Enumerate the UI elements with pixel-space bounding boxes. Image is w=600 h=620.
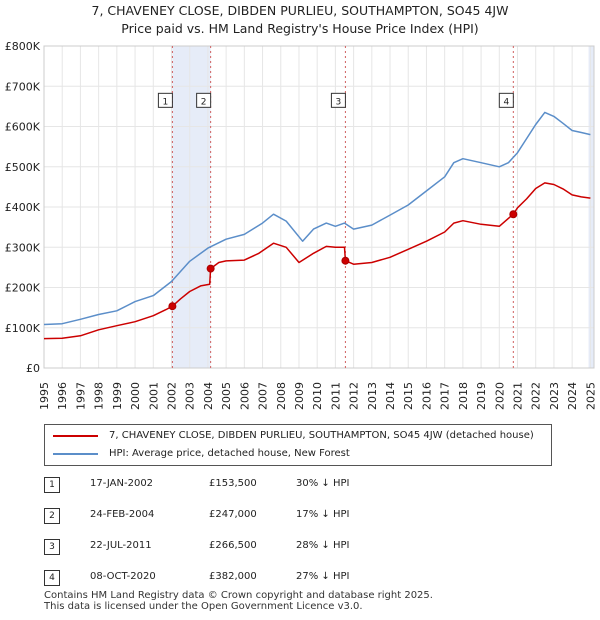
x-tick-label: 1999	[111, 382, 124, 410]
sale-point	[509, 210, 518, 219]
x-tick-label: 2001	[147, 382, 160, 410]
sale-badge: 3	[44, 539, 60, 555]
sale-badge: 1	[44, 477, 60, 493]
chart-subtitle: Price paid vs. HM Land Registry's House …	[121, 21, 479, 36]
sale-point	[341, 256, 350, 265]
sale-price: £382,000	[209, 571, 257, 582]
sale-date: 24-FEB-2004	[90, 509, 155, 520]
sale-price: £266,500	[209, 540, 257, 551]
sale-marker-badge	[196, 92, 212, 108]
hpi-line	[43, 111, 591, 326]
x-tick-label: 1997	[74, 382, 87, 410]
sale-point	[206, 264, 215, 273]
plot-border	[43, 45, 595, 369]
sale-marker-badge	[498, 92, 514, 108]
x-tick-label: 2005	[220, 382, 233, 410]
sale-hpi-diff: 17% ↓ HPI	[296, 509, 350, 520]
table-row: 2 24-FEB-2004 £247,000 17% ↓ HPI	[44, 501, 374, 532]
legend-label-property: 7, CHAVENEY CLOSE, DIBDEN PURLIEU, SOUTH…	[109, 430, 534, 441]
sale-marker-label: 2	[201, 97, 207, 107]
x-tick-label: 2016	[420, 382, 433, 410]
footer-line-1: Contains HM Land Registry data © Crown c…	[44, 590, 433, 601]
sale-badge: 2	[44, 508, 60, 524]
x-tick-label: 2020	[493, 382, 506, 410]
sale-hpi-diff: 27% ↓ HPI	[296, 571, 350, 582]
sale-marker-badge	[330, 92, 346, 108]
chart-title: 7, CHAVENEY CLOSE, DIBDEN PURLIEU, SOUTH…	[91, 3, 509, 18]
sale-marker-label: 4	[503, 97, 509, 107]
y-tick-label: £800K	[5, 40, 41, 53]
x-tick-label: 2010	[311, 382, 324, 410]
legend-line-hpi	[53, 453, 98, 455]
sale-price: £153,500	[209, 478, 257, 489]
table-row: 3 22-JUL-2011 £266,500 28% ↓ HPI	[44, 532, 374, 563]
x-tick-label: 2024	[566, 382, 579, 410]
x-tick-label: 2014	[384, 382, 397, 410]
table-row: 1 17-JAN-2002 £153,500 30% ↓ HPI	[44, 470, 374, 501]
sale-hpi-diff: 28% ↓ HPI	[296, 540, 350, 551]
y-tick-label: £400K	[5, 201, 41, 214]
footer-line-2: This data is licensed under the Open Gov…	[44, 601, 363, 612]
x-tick-label: 2015	[402, 382, 415, 410]
legend-label-hpi: HPI: Average price, detached house, New …	[109, 448, 350, 459]
y-tick-label: £0	[26, 362, 40, 375]
x-tick-label: 2017	[439, 382, 452, 410]
sale-marker-badge	[157, 92, 173, 108]
x-tick-label: 2000	[129, 382, 142, 410]
x-tick-label: 1995	[38, 382, 51, 410]
legend: 7, CHAVENEY CLOSE, DIBDEN PURLIEU, SOUTH…	[44, 424, 552, 466]
y-tick-label: £700K	[5, 80, 41, 93]
x-tick-label: 2008	[275, 382, 288, 410]
x-tick-label: 1996	[56, 382, 69, 410]
sale-date: 08-OCT-2020	[90, 571, 156, 582]
y-tick-label: £200K	[5, 282, 41, 295]
x-tick-label: 2002	[165, 382, 178, 410]
sale-point	[168, 302, 177, 311]
x-tick-label: 2003	[184, 382, 197, 410]
table-row: 4 08-OCT-2020 £382,000 27% ↓ HPI	[44, 563, 374, 594]
x-tick-label: 2023	[548, 382, 561, 410]
sale-date: 17-JAN-2002	[90, 478, 154, 489]
x-tick-label: 2004	[202, 382, 215, 410]
x-tick-label: 2012	[348, 382, 361, 410]
y-tick-label: £100K	[5, 322, 41, 335]
x-tick-label: 2021	[512, 382, 525, 410]
x-tick-label: 2025	[584, 382, 597, 410]
x-tick-label: 2009	[293, 382, 306, 410]
x-tick-label: 1998	[93, 382, 106, 410]
x-tick-label: 2013	[366, 382, 379, 410]
sale-date: 22-JUL-2011	[90, 540, 152, 551]
price-chart: £0 £100K £200K £300K £400K £500K £600K £700K £80…	[5, 40, 598, 410]
x-tick-label: 2022	[530, 382, 543, 410]
sale-badge: 4	[44, 570, 60, 586]
sale-hpi-diff: 30% ↓ HPI	[296, 478, 350, 489]
sale-marker-label: 3	[336, 97, 342, 107]
x-tick-label: 2007	[257, 382, 270, 410]
x-tick-label: 2006	[238, 382, 251, 410]
y-tick-label: £600K	[5, 121, 41, 134]
x-tick-label: 2019	[475, 382, 488, 410]
y-tick-label: £300K	[5, 241, 41, 254]
x-tick-label: 2011	[329, 382, 342, 410]
sale-marker-label: 1	[163, 97, 169, 107]
x-tick-label: 2018	[457, 382, 470, 410]
transactions-table: 1 17-JAN-2002 £153,500 30% ↓ HPI 2 24-FE…	[44, 470, 374, 594]
legend-line-property	[53, 435, 98, 437]
y-tick-label: £500K	[5, 161, 41, 174]
sale-price: £247,000	[209, 509, 257, 520]
footer-notice: Contains HM Land Registry data © Crown c…	[44, 590, 433, 612]
